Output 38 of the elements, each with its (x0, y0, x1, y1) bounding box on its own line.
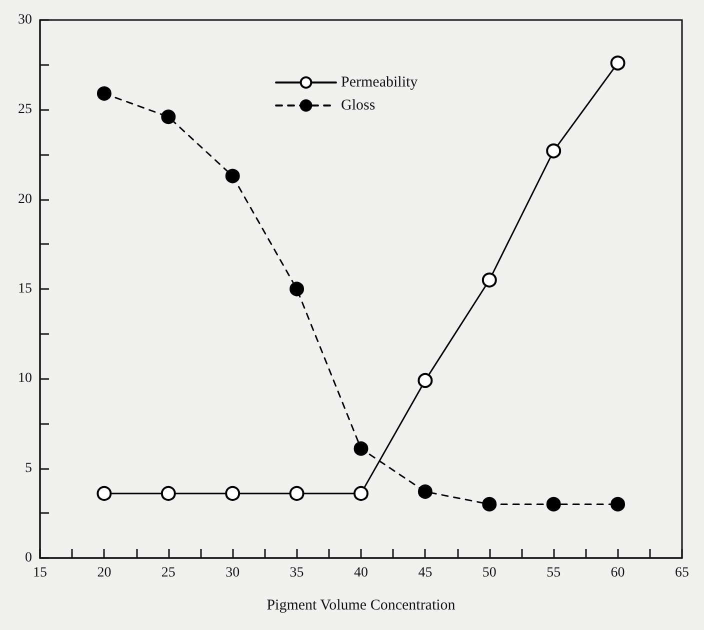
point (482, 272, 497, 288)
point (225, 486, 240, 501)
point (160, 486, 176, 501)
x-tick-label: 30 (226, 566, 240, 580)
point (225, 168, 240, 184)
point (546, 496, 561, 512)
point (290, 282, 304, 296)
point (161, 110, 176, 124)
x-tick-label: 65 (675, 566, 689, 580)
y-tick-label: 15 (18, 282, 32, 296)
x-tick-label: 45 (418, 566, 432, 580)
y-tick-label: 25 (18, 102, 32, 118)
x-tick-label: 35 (290, 566, 304, 580)
x-tick-label: 55 (546, 566, 561, 580)
x-tick-label: 60 (610, 566, 625, 580)
x-tick-label: 50 (482, 566, 496, 580)
legend-label: Permeability (341, 74, 418, 90)
x-tick-label: 20 (97, 566, 112, 580)
x-tick-label: 25 (161, 566, 176, 580)
point (354, 441, 368, 456)
y-tick-label: 30 (18, 12, 32, 28)
y-tick-label: 5 (25, 460, 32, 476)
point (482, 496, 497, 512)
point (546, 143, 562, 158)
point (96, 486, 112, 501)
point (418, 484, 432, 499)
y-tick-label: 0 (25, 550, 32, 566)
point (354, 486, 368, 501)
legend-label: Gloss (341, 98, 376, 114)
x-tick-label: 40 (354, 566, 368, 580)
y-tick-label: 20 (18, 192, 32, 207)
point (96, 86, 112, 101)
point (289, 486, 304, 501)
point (418, 372, 433, 388)
x-axis-title: Pigment Volume Concentration (266, 598, 456, 614)
y-tick-label: 10 (18, 371, 32, 386)
point (610, 56, 626, 71)
point (610, 496, 626, 512)
